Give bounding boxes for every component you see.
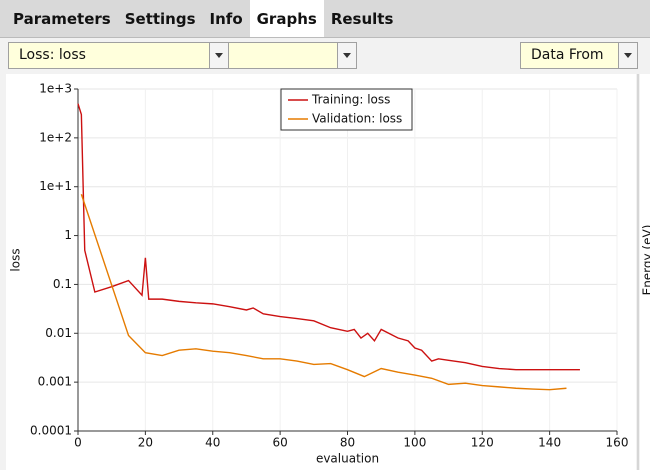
y-axis-label: loss: [9, 248, 23, 271]
tab[interactable]: Parameters: [13, 10, 111, 28]
x-tick-label: 100: [403, 436, 426, 450]
side-panel-label: Energy (eV): [641, 225, 650, 296]
x-tick-label: 40: [205, 436, 220, 450]
y-tick-label: 0.0001: [30, 424, 72, 438]
x-tick-label: 60: [272, 436, 287, 450]
side-panel: [640, 74, 650, 470]
y-tick-label: 1e+3: [39, 82, 72, 96]
x-tick-label: 0: [74, 436, 82, 450]
quantity-dropdown[interactable]: Loss: loss: [8, 42, 229, 69]
tab[interactable]: Results: [330, 10, 394, 28]
x-axis-label: evaluation: [316, 452, 379, 466]
y-tick-label: 0.1: [53, 277, 72, 291]
dropdown-arrow[interactable]: [337, 43, 356, 68]
y-tick-label: 1e+2: [39, 130, 72, 144]
empty-dropdown[interactable]: [228, 42, 357, 69]
legend-label: Training: loss: [311, 93, 390, 107]
chart-panel: [6, 74, 636, 470]
tab-bar: Parameters Settings Info Graphs Results: [0, 0, 650, 38]
x-tick-label: 120: [471, 436, 494, 450]
y-tick-label: 0.001: [38, 375, 72, 389]
series-line: [77, 103, 580, 371]
tab[interactable]: Settings: [124, 10, 196, 28]
dropdown-text: Loss: loss: [19, 47, 86, 63]
y-tick-label: 0.01: [45, 326, 72, 340]
tab[interactable]: Graphs: [249, 0, 324, 37]
x-tick-label: 20: [138, 436, 153, 450]
dropdown-arrow[interactable]: [209, 43, 228, 68]
x-tick-label: 140: [538, 436, 561, 450]
y-tick-label: 1e+1: [39, 179, 72, 193]
data-from-dropdown[interactable]: Data From: [520, 42, 638, 69]
y-tick-label: 1: [64, 228, 72, 242]
x-tick-label: 80: [340, 436, 355, 450]
dropdown-arrow[interactable]: [618, 43, 637, 68]
x-tick-label: 160: [606, 436, 629, 450]
series-line: [80, 194, 567, 391]
legend-label: Validation: loss: [312, 112, 402, 126]
dropdown-text: Data From: [531, 47, 604, 63]
tab[interactable]: Info: [209, 10, 243, 28]
legend-box: [280, 88, 413, 131]
